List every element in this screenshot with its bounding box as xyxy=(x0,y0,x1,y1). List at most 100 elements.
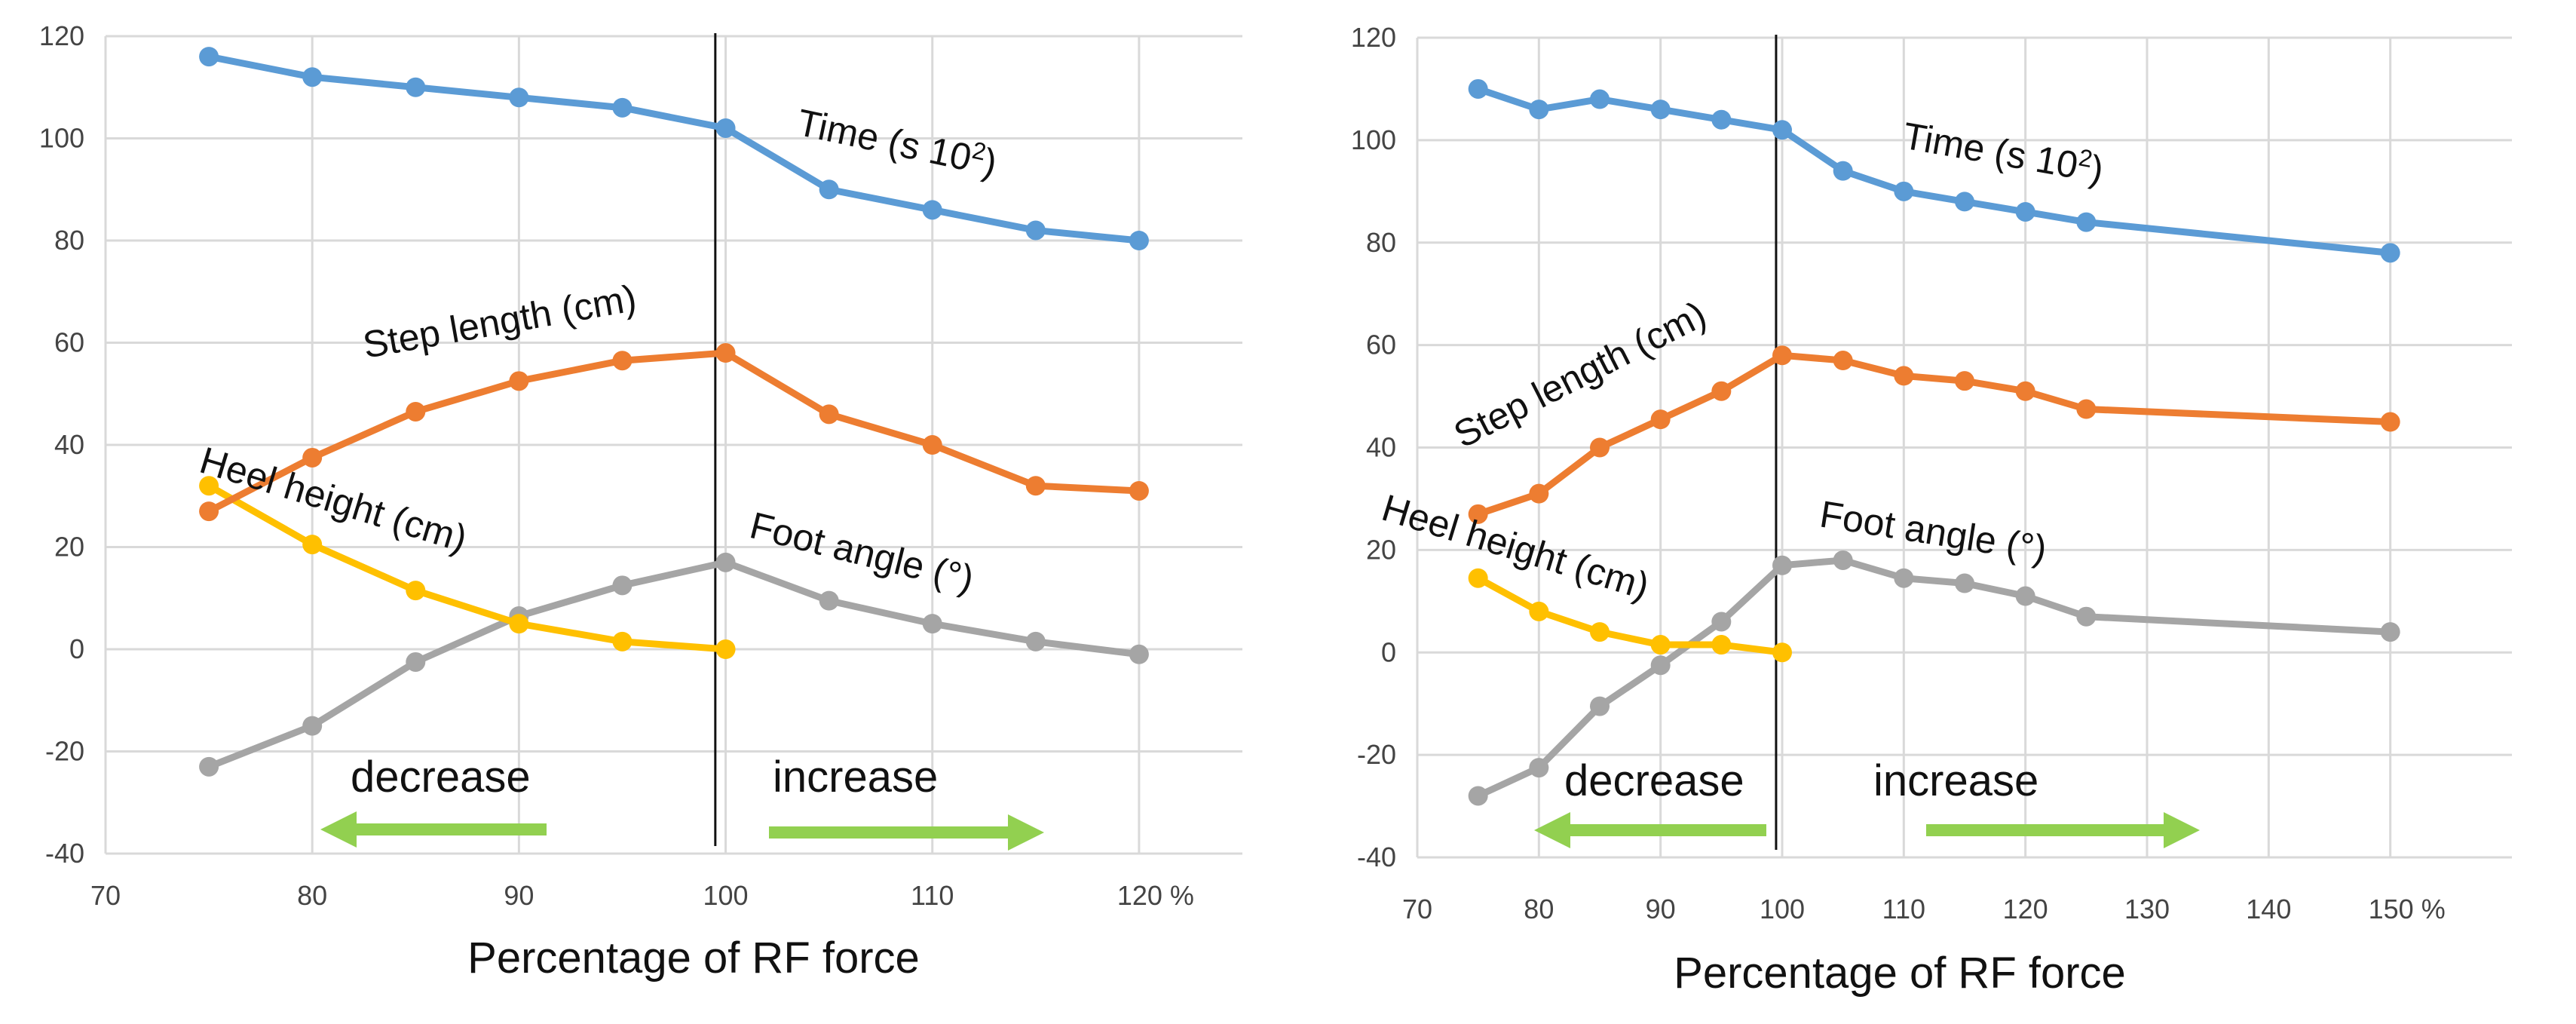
data-point-foot-angle xyxy=(1590,696,1610,716)
x-tick-label: 80 xyxy=(1524,894,1554,924)
data-point-step-length xyxy=(2076,399,2097,419)
y-tick-label: 120 xyxy=(39,20,84,51)
x-axis-title: Percentage of RF force xyxy=(1674,949,2126,998)
data-point-foot-angle xyxy=(1833,550,1853,570)
data-point-time xyxy=(1650,100,1671,120)
data-point-foot-angle xyxy=(1650,655,1671,676)
series-line-heel-height xyxy=(1475,575,1786,656)
data-point-foot-angle xyxy=(2380,622,2400,642)
data-point-time xyxy=(1590,89,1610,109)
data-point-step-length xyxy=(302,447,323,468)
increase-arrow-head xyxy=(2164,812,2200,848)
data-point-time xyxy=(302,67,323,87)
chart-left-rf-force: -40 -20 0 20 40 60 80 100 120 70 80 90 100 110 120 % Pe… xyxy=(39,20,1242,983)
data-point-foot-angle xyxy=(406,651,426,672)
series-line-time xyxy=(1475,85,2394,256)
data-point-time xyxy=(1025,220,1046,241)
data-point-step-length xyxy=(199,501,219,522)
data-point-step-length xyxy=(612,351,633,371)
data-point-heel-height xyxy=(1468,568,1488,588)
y-tick-label: -40 xyxy=(45,838,84,869)
y-tick-label: 120 xyxy=(1351,22,1396,53)
x-tick-label: 150 % xyxy=(2369,894,2446,924)
series-line-foot-angle xyxy=(1475,556,2394,799)
data-point-time xyxy=(2076,212,2097,232)
data-point-time xyxy=(509,87,529,108)
data-point-heel-height xyxy=(1529,601,1549,621)
decrease-arrow-head xyxy=(1534,812,1570,848)
data-point-foot-angle xyxy=(612,575,633,596)
data-point-step-length xyxy=(1894,366,1914,386)
y-tick-label: 60 xyxy=(54,327,84,358)
chart-right-rf-force: -40 -20 0 20 40 60 80 100 120 70 80 90 100 110 120 130 1… xyxy=(1351,22,2512,998)
y-tick-label: 40 xyxy=(1366,432,1396,463)
data-point-step-length xyxy=(1833,351,1853,371)
data-point-heel-height xyxy=(406,581,426,601)
data-point-heel-height xyxy=(199,476,219,496)
data-point-step-length xyxy=(2015,381,2035,401)
data-point-foot-angle xyxy=(1955,573,1974,593)
data-point-time xyxy=(1894,181,1914,201)
data-point-step-length xyxy=(1468,504,1488,524)
data-point-time xyxy=(406,77,426,97)
x-tick-label: 140 xyxy=(2246,894,2291,924)
data-point-heel-height xyxy=(1772,642,1792,663)
data-point-heel-height xyxy=(302,535,323,555)
data-point-foot-angle xyxy=(1894,568,1914,588)
data-point-time xyxy=(1468,78,1488,99)
series-label-superscript: 2 xyxy=(2077,143,2095,173)
series-line-time xyxy=(205,53,1143,244)
series-label-time: Time (s 102) xyxy=(1900,113,2107,192)
data-point-step-length xyxy=(1129,480,1149,501)
data-point-heel-height xyxy=(1590,622,1610,642)
data-point-foot-angle xyxy=(302,716,323,736)
x-tick-label: 100 xyxy=(1760,894,1805,924)
data-point-time xyxy=(1833,161,1853,181)
x-tick-label: 70 xyxy=(1402,894,1432,924)
y-tick-label: 80 xyxy=(1366,227,1396,258)
series-line-foot-angle xyxy=(205,559,1143,771)
data-point-foot-angle xyxy=(1468,786,1488,806)
data-point-foot-angle xyxy=(2076,606,2097,627)
data-point-foot-angle xyxy=(1129,644,1149,664)
data-point-time xyxy=(1711,109,1732,130)
data-point-step-length xyxy=(2380,412,2400,432)
data-point-heel-height xyxy=(612,631,633,651)
x-tick-label: 120 xyxy=(2003,894,2048,924)
series-label-text: Step length (cm) xyxy=(360,277,639,366)
series-line-step-length xyxy=(1475,351,2394,518)
data-point-foot-angle xyxy=(922,614,942,634)
series-line-heel-height xyxy=(205,482,730,653)
y-tick-label: 60 xyxy=(1366,330,1396,360)
y-tick-label: 20 xyxy=(54,532,84,563)
data-point-step-length xyxy=(1711,381,1732,401)
x-tick-label: 80 xyxy=(297,880,327,911)
y-tick-label: -20 xyxy=(1357,739,1396,770)
y-tick-label: 100 xyxy=(1351,124,1396,155)
x-tick-label: 90 xyxy=(1646,894,1676,924)
data-point-step-length xyxy=(1590,437,1610,458)
data-point-step-length xyxy=(1650,409,1671,430)
decrease-label: decrease xyxy=(1564,756,1744,805)
data-point-step-length xyxy=(1529,483,1549,504)
data-point-time xyxy=(2380,243,2400,263)
decrease-arrow-head xyxy=(320,811,357,848)
x-tick-label: 120 % xyxy=(1117,880,1194,911)
y-tick-label: 100 xyxy=(39,123,84,154)
series-line-step-length xyxy=(205,349,1143,515)
x-tick-label: 70 xyxy=(90,880,121,911)
data-point-heel-height xyxy=(1650,635,1671,655)
data-point-time xyxy=(819,179,839,200)
data-point-time xyxy=(1955,192,1974,212)
data-point-foot-angle xyxy=(1025,631,1046,651)
data-point-step-length xyxy=(1025,476,1046,496)
data-point-foot-angle xyxy=(819,590,839,611)
data-point-time xyxy=(1529,100,1549,120)
data-point-time xyxy=(2015,201,2035,222)
y-tick-label: 80 xyxy=(54,225,84,256)
series-label-text: Time (s 10 xyxy=(1900,115,2081,187)
data-point-time xyxy=(1772,120,1792,140)
x-tick-label: 100 xyxy=(703,880,749,911)
y-tick-label: -20 xyxy=(45,736,84,767)
